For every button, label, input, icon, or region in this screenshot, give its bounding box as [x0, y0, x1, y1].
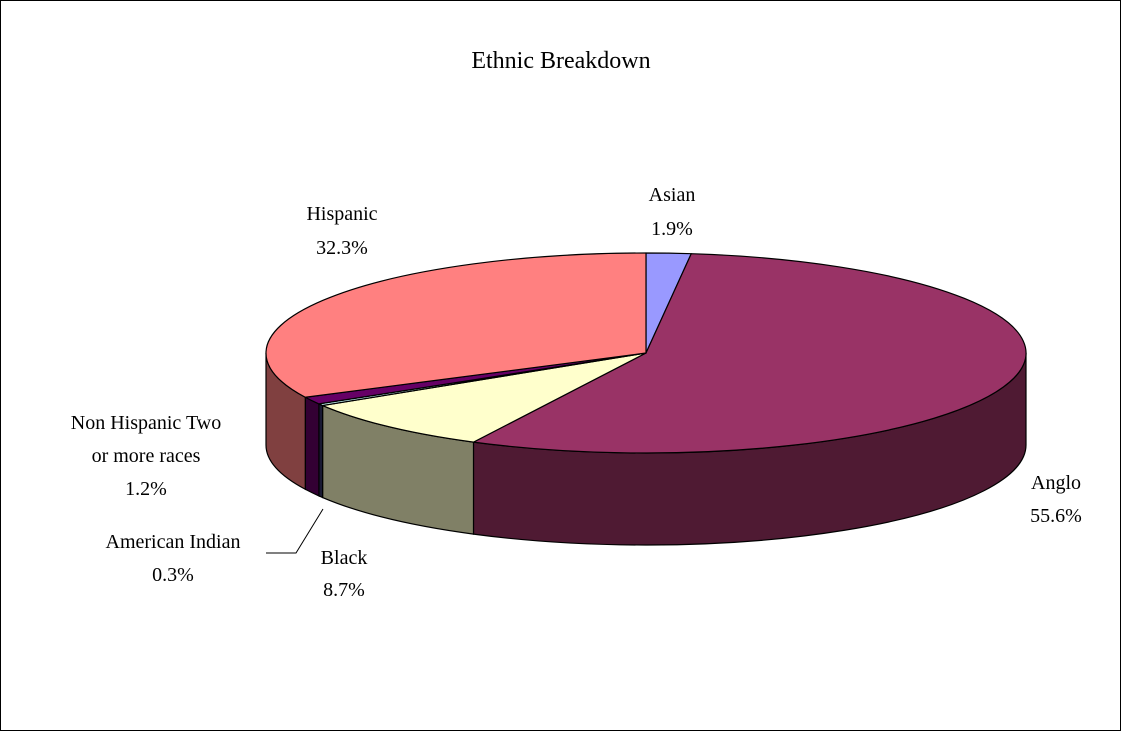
data-label-name: Anglo — [1031, 472, 1081, 494]
leader-line-american-indian — [266, 508, 324, 554]
data-label-value: 1.9% — [651, 218, 693, 240]
data-label-american-indian: American Indian 0.3% — [106, 531, 241, 586]
data-label-name: Hispanic — [306, 203, 377, 225]
data-label-anglo: Anglo 55.6% — [1030, 472, 1082, 527]
data-label-name: Non Hispanic Two — [71, 412, 221, 434]
pie-side-non-hispanic-two-or-more-races — [304, 396, 320, 497]
data-label-hispanic: Hispanic 32.3% — [306, 203, 377, 259]
data-label-name: or more races — [92, 445, 201, 467]
leader-lines — [266, 508, 324, 554]
data-label-black: Black 8.7% — [321, 547, 368, 601]
data-label-value: 32.3% — [316, 237, 368, 259]
data-label-asian: Asian 1.9% — [649, 184, 696, 240]
data-label-value: 8.7% — [323, 579, 365, 601]
chart-title: Ethnic Breakdown — [471, 48, 650, 74]
pie-slice-hispanic — [265, 252, 647, 398]
data-label-non-hispanic-two-or-more-races: Non Hispanic Two or more races 1.2% — [71, 412, 221, 500]
pie-slice-anglo — [472, 253, 1027, 454]
data-label-value: 55.6% — [1030, 505, 1082, 527]
data-label-value: 0.3% — [152, 564, 194, 586]
data-label-name: Black — [321, 547, 368, 569]
data-label-name: Asian — [649, 184, 696, 206]
pie-slice-black — [322, 352, 647, 443]
data-labels: Asian 1.9% Anglo 55.6% Black 8.7% American Ind… — [71, 184, 1082, 601]
data-label-value: 1.2% — [125, 478, 167, 500]
pie-tops — [265, 252, 1027, 454]
data-label-name: American Indian — [106, 531, 241, 553]
